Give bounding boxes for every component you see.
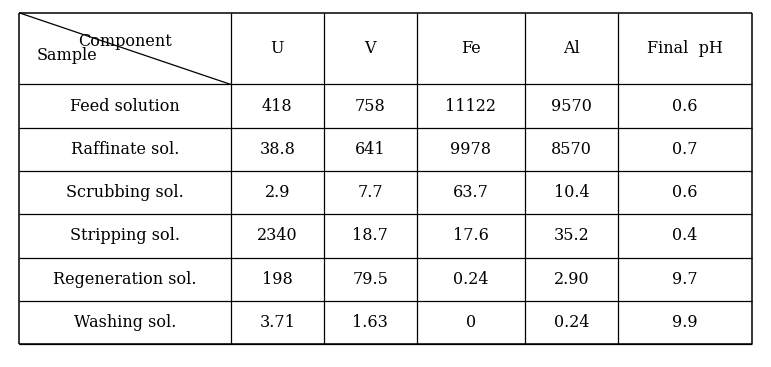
Text: 2340: 2340 [257,228,298,244]
Text: Raffinate sol.: Raffinate sol. [71,141,179,158]
Text: 1.63: 1.63 [352,314,389,331]
Text: 2.90: 2.90 [554,271,589,288]
Text: U: U [271,40,284,57]
Text: 17.6: 17.6 [453,228,489,244]
Text: 9.7: 9.7 [672,271,698,288]
Text: 38.8: 38.8 [259,141,295,158]
Text: 2.9: 2.9 [264,184,290,201]
Text: 10.4: 10.4 [554,184,589,201]
Text: Component: Component [78,33,171,50]
Text: 9978: 9978 [450,141,491,158]
Text: Stripping sol.: Stripping sol. [70,228,180,244]
Text: Sample: Sample [36,47,97,64]
Text: 8570: 8570 [551,141,592,158]
Text: 9570: 9570 [551,98,592,115]
Text: Al: Al [563,40,580,57]
Text: 0.4: 0.4 [672,228,698,244]
Text: 3.71: 3.71 [259,314,295,331]
Text: 641: 641 [355,141,386,158]
Text: 0.6: 0.6 [672,184,698,201]
Text: Feed solution: Feed solution [70,98,180,115]
Text: 0.7: 0.7 [672,141,698,158]
Text: 418: 418 [262,98,292,115]
Text: 7.7: 7.7 [358,184,383,201]
Text: 9.9: 9.9 [672,314,698,331]
Text: 0.6: 0.6 [672,98,698,115]
Text: Fe: Fe [461,40,481,57]
Text: V: V [365,40,376,57]
Text: 198: 198 [262,271,293,288]
Text: 0.24: 0.24 [453,271,489,288]
Text: Washing sol.: Washing sol. [74,314,176,331]
Text: 11122: 11122 [446,98,497,115]
Text: 63.7: 63.7 [453,184,489,201]
Text: 35.2: 35.2 [554,228,589,244]
Text: 0.24: 0.24 [554,314,589,331]
Text: Final  pH: Final pH [647,40,722,57]
Text: 0: 0 [466,314,476,331]
Text: Scrubbing sol.: Scrubbing sol. [66,184,183,201]
Text: 79.5: 79.5 [352,271,389,288]
Text: Regeneration sol.: Regeneration sol. [53,271,197,288]
Text: 758: 758 [355,98,386,115]
Text: 18.7: 18.7 [352,228,389,244]
